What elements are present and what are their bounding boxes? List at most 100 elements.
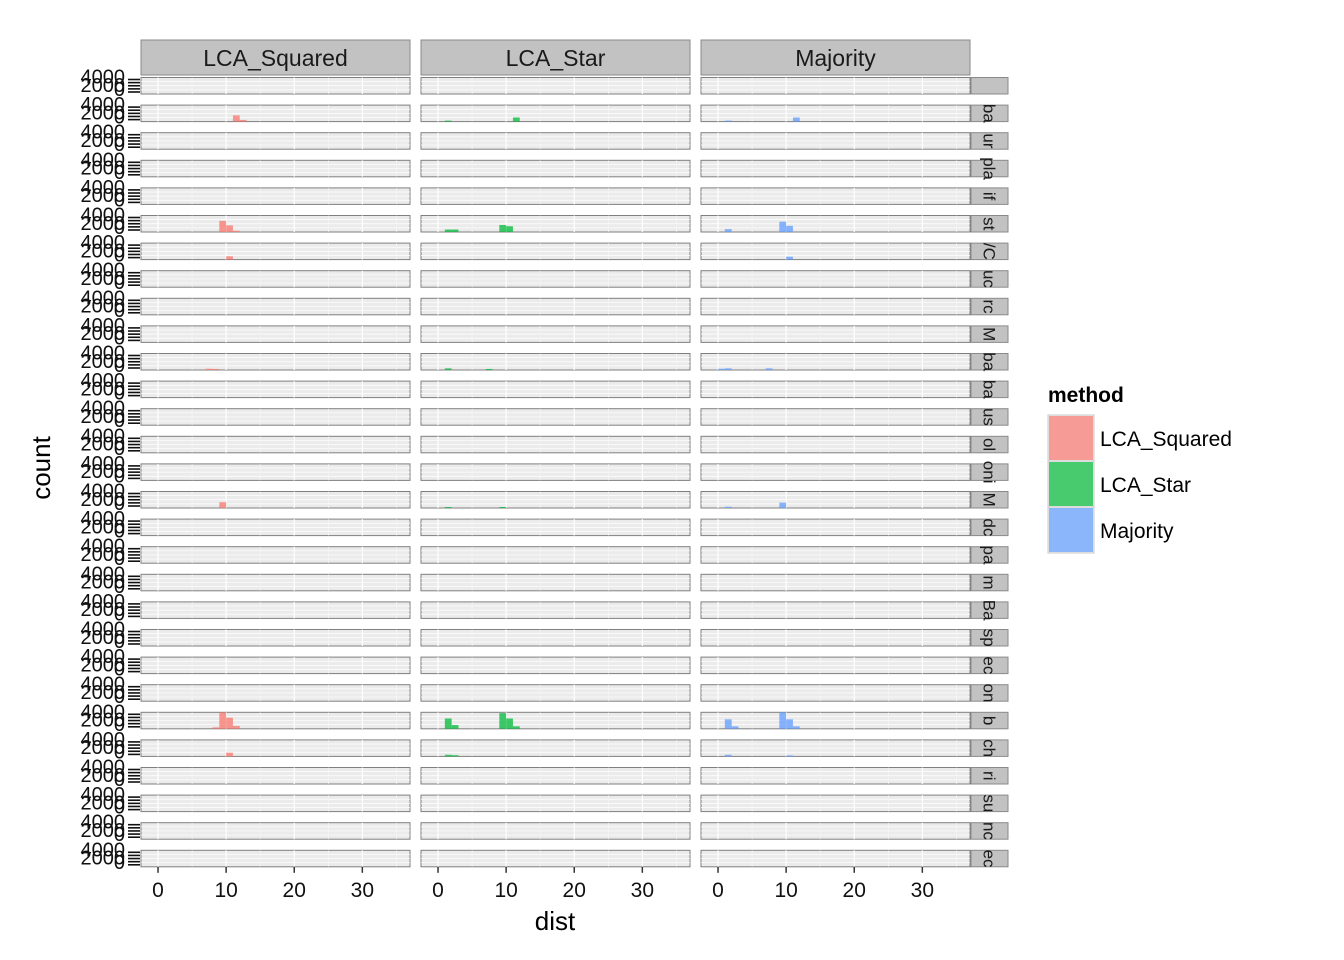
y-tick-label: 4000 [81, 481, 126, 503]
legend-label-majority: Majority [1100, 520, 1174, 543]
bar-majority-12 [724, 719, 732, 729]
y-tick-label: 4000 [81, 591, 126, 613]
y-tick-label: 2000 [81, 737, 126, 759]
row-strip-label-3: ur [980, 133, 999, 148]
bar-lca-star-1 [444, 120, 452, 122]
row-strip-label-22: ec [980, 656, 999, 674]
bar-lca-squared-11 [219, 712, 227, 729]
y-tick-label: 0 [114, 438, 125, 460]
x-tick-label: 0 [712, 879, 724, 902]
row-strip-label-5: if [980, 192, 999, 201]
y-tick-label: 4000 [81, 94, 126, 116]
y-tick-label: 0 [114, 493, 125, 515]
y-tick-label: 4000 [81, 563, 126, 585]
bar-lca-squared-7 [205, 368, 213, 370]
bar-lca-star-5 [499, 224, 507, 232]
row-strip-28 [970, 822, 1009, 840]
y-tick-label: 0 [114, 852, 125, 874]
y-tick-label: 0 [114, 383, 125, 405]
y-tick-label: 4000 [81, 149, 126, 171]
row-strip-label-20: Ba [980, 600, 999, 621]
y-tick-label: 4000 [81, 122, 126, 144]
y-tick-label: 0 [114, 714, 125, 736]
y-tick-label: 4000 [81, 260, 126, 282]
y-tick-label: 0 [114, 245, 125, 267]
row-strip-5 [970, 187, 1009, 205]
row-strip-1 [970, 77, 1009, 95]
row-strip-14 [970, 435, 1009, 454]
bar-lca-star-17 [451, 755, 459, 757]
y-tick-label: 0 [114, 521, 125, 543]
bar-lca-squared-9 [219, 502, 227, 508]
row-strip-6 [970, 215, 1009, 233]
bar-lca-star-16 [444, 754, 452, 757]
legend: method LCA_Squared LCA_Star Majority [1047, 384, 1232, 554]
column-strip-2 [420, 39, 691, 76]
y-tick-label: 4000 [81, 619, 126, 641]
bar-lca-squared-12 [226, 717, 233, 729]
column-strip-3 [700, 39, 971, 76]
legend-swatch-majority [1049, 508, 1093, 552]
y-tick-label: 0 [114, 465, 125, 487]
row-strip-label-13: us [980, 408, 999, 426]
y-tick-label: 2000 [81, 406, 126, 428]
bar-lca-squared-6 [226, 256, 233, 260]
row-strip-label-8: uc [980, 270, 999, 288]
y-tick-label: 2000 [81, 102, 126, 124]
row-strip-label-14: ol [980, 438, 999, 451]
row-strip-27 [970, 794, 1009, 813]
y-tick-label: 0 [114, 300, 125, 322]
y-tick-label: 4000 [81, 177, 126, 199]
bar-lca-star-11 [444, 718, 452, 729]
row-strip-10 [970, 325, 1009, 343]
row-strip-label-21: sp [980, 629, 999, 647]
legend-entries: LCA_Squared LCA_Star Majority [1047, 414, 1232, 554]
y-tick-label: 2000 [81, 296, 126, 318]
bar-majority-7 [718, 368, 725, 370]
y-tick-label: 0 [114, 576, 125, 598]
x-tick-label: 20 [283, 879, 306, 902]
y-tick-label: 4000 [81, 674, 126, 696]
row-strip-16 [970, 491, 1009, 509]
row-strip-22 [970, 656, 1009, 675]
row-strip-15 [970, 463, 1009, 481]
x-tick-label: 10 [214, 879, 237, 902]
y-tick-label: 4000 [81, 646, 126, 668]
y-tick-label: 2000 [81, 185, 126, 207]
y-tick-label: 4000 [81, 839, 126, 861]
y-tick-label: 2000 [81, 213, 126, 235]
y-tick-label: 4000 [81, 232, 126, 254]
y-tick-label: 4000 [81, 757, 126, 779]
y-tick-label: 0 [114, 548, 125, 570]
legend-title: method [1048, 384, 1124, 407]
y-tick-label: 0 [114, 797, 125, 819]
bar-lca-squared-5 [232, 230, 240, 232]
row-strip-8 [970, 270, 1009, 288]
bar-majority-6 [786, 256, 793, 260]
x-tick-label: 20 [843, 879, 866, 902]
y-tick-label: 2000 [81, 461, 126, 483]
row-strip-3 [970, 132, 1009, 150]
x-tick-label: 30 [911, 879, 934, 902]
row-strip-label-2: ba [980, 104, 999, 123]
row-strip-4 [970, 159, 1009, 178]
row-strip-7 [970, 242, 1009, 261]
strips-layer: LCA_Squared LCA_Star Majority ba ur pla if st/C… [140, 39, 1009, 868]
y-tick-label: 4000 [81, 67, 126, 89]
y-axis-label: count [26, 435, 56, 499]
bar-majority-17 [724, 754, 732, 757]
row-strip-label-28: nc [980, 822, 999, 840]
x-tick-label: 10 [494, 879, 517, 902]
y-tick-label: 2000 [81, 434, 126, 456]
y-tick-label: 4000 [81, 453, 126, 475]
bar-lca-star-13 [499, 713, 507, 729]
y-tick-label: 4000 [81, 784, 126, 806]
y-tick-label: 0 [114, 769, 125, 791]
y-tick-label: 2000 [81, 710, 126, 732]
y-tick-label: 2000 [81, 765, 126, 787]
row-strip-label-23: on [980, 683, 999, 702]
bar-lca-star-6 [506, 226, 513, 232]
y-tick-label: 2000 [81, 378, 126, 400]
bar-lca-squared-10 [212, 727, 220, 729]
